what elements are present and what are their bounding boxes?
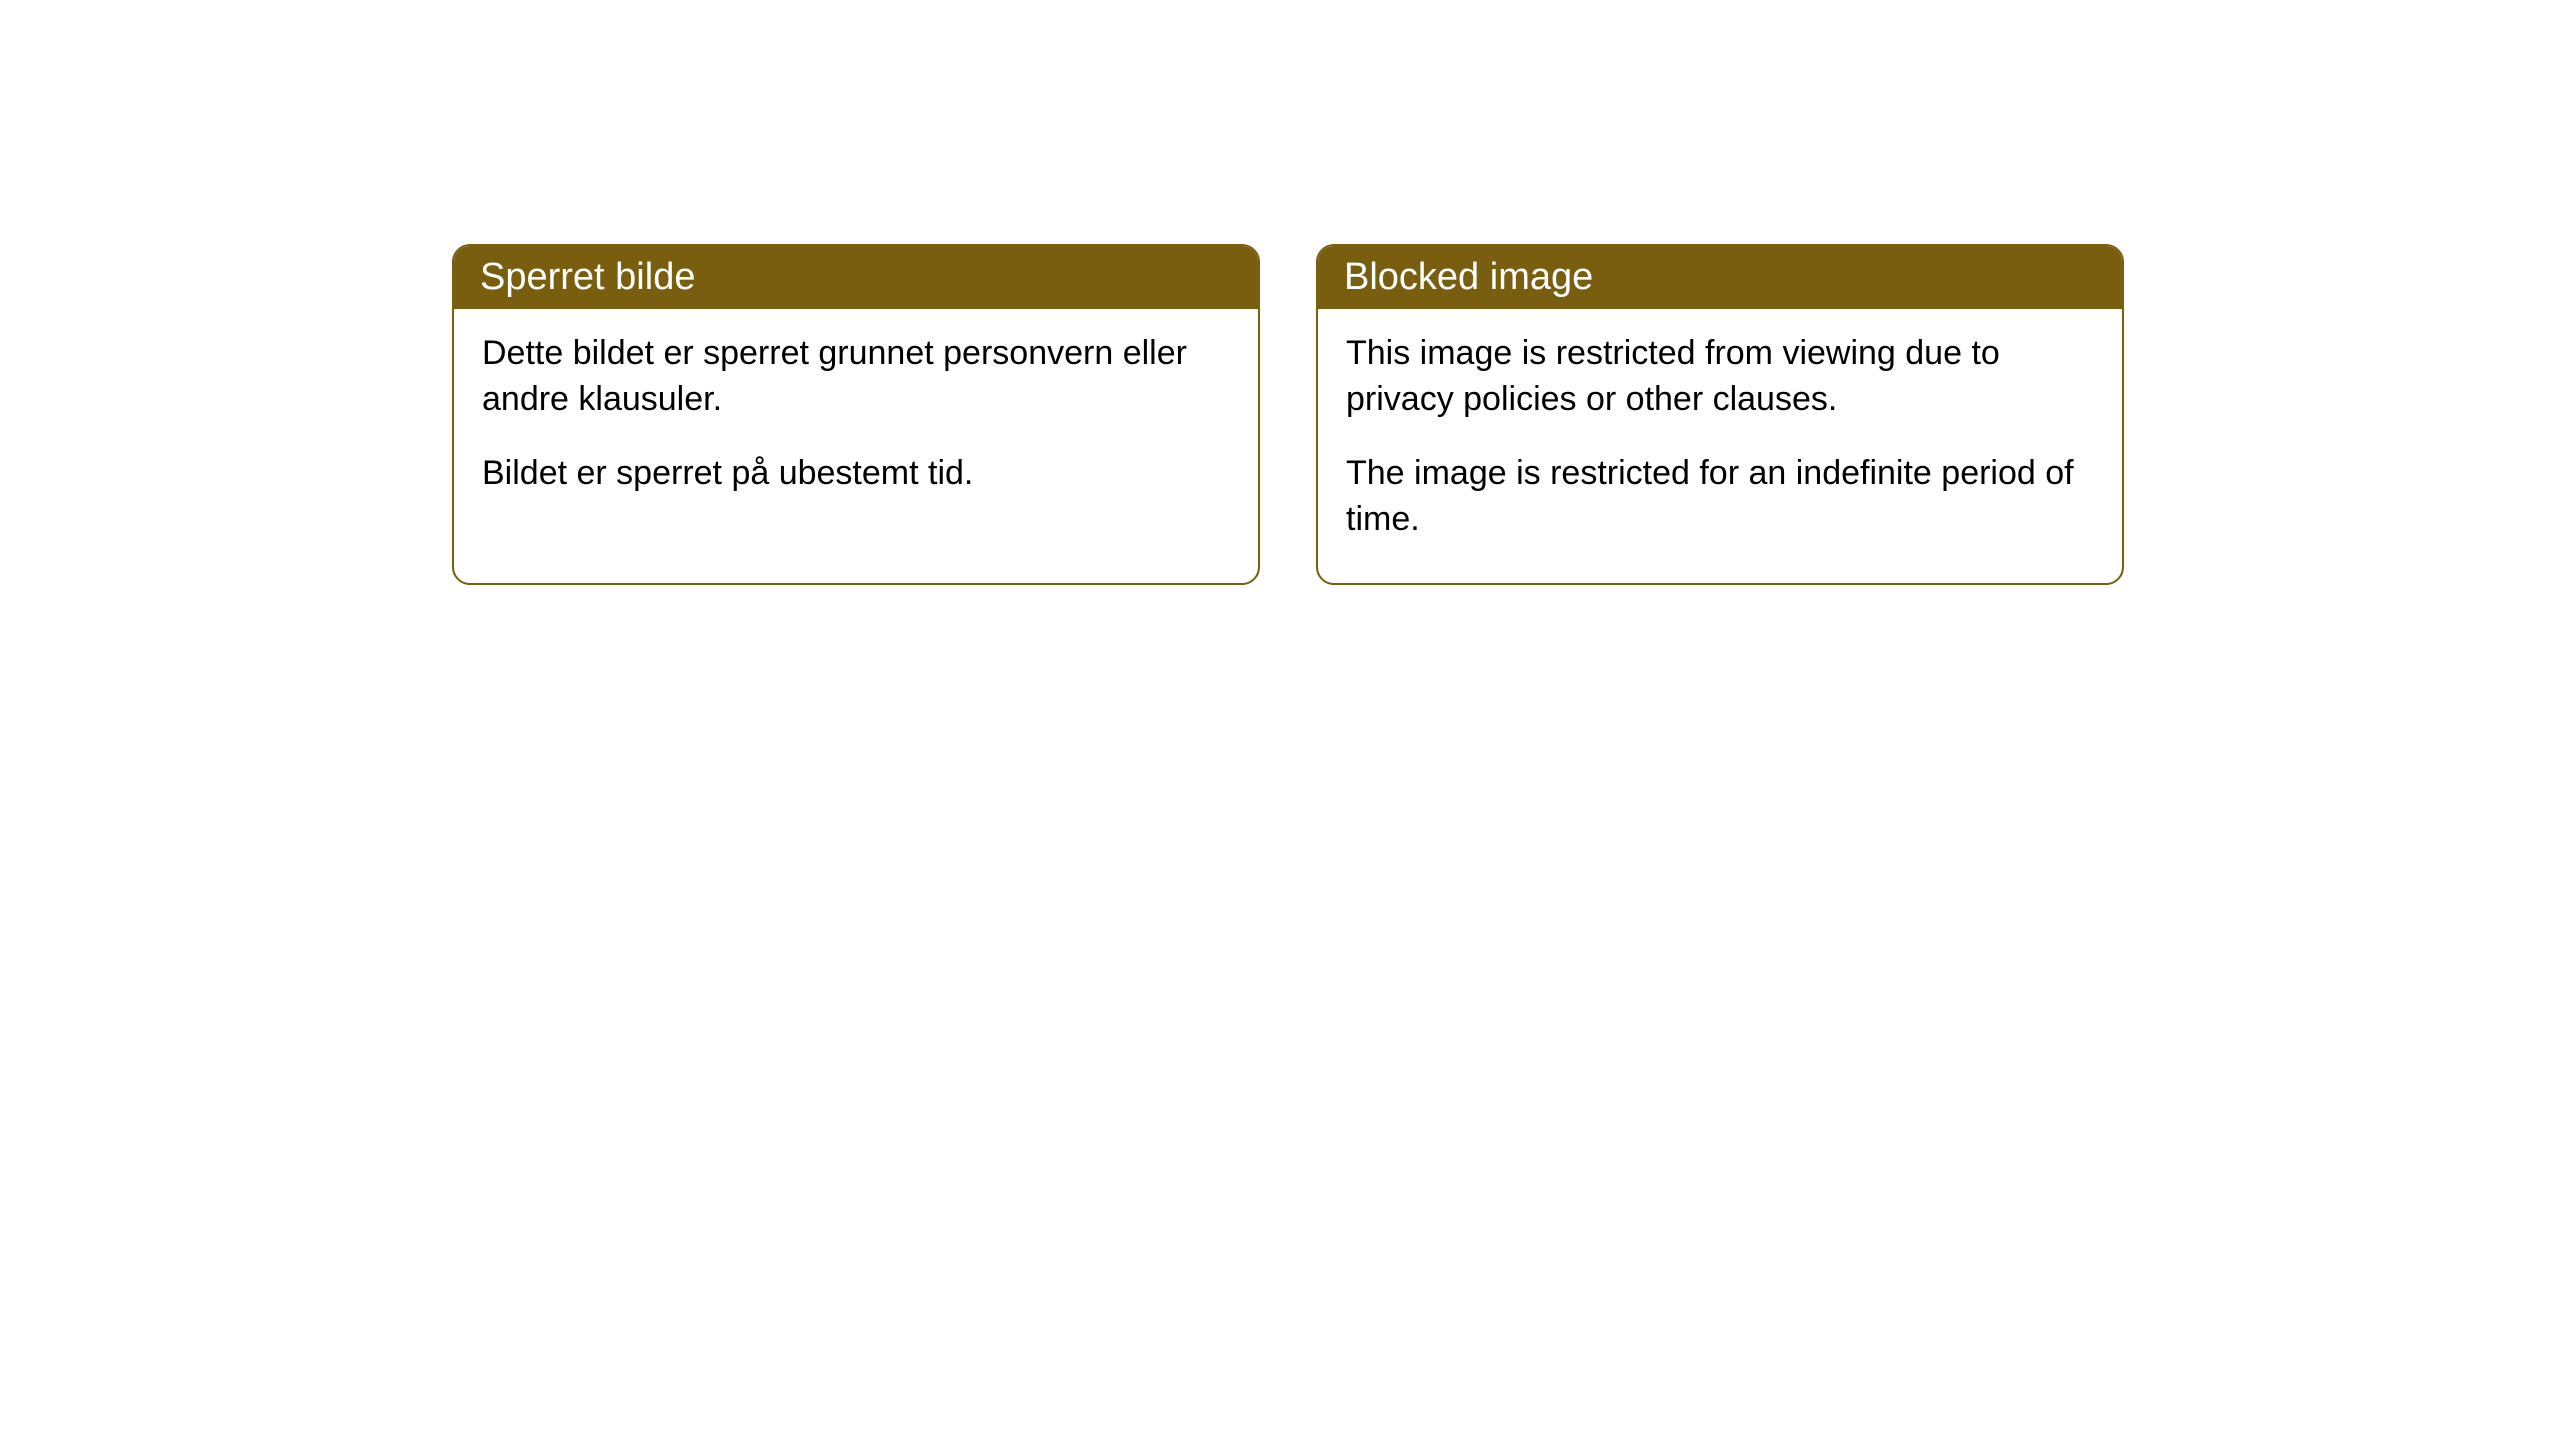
notice-cards-container: Sperret bilde Dette bildet er sperret gr… bbox=[452, 244, 2124, 585]
card-body: This image is restricted from viewing du… bbox=[1318, 309, 2122, 583]
card-paragraph: This image is restricted from viewing du… bbox=[1346, 331, 2094, 423]
card-title-text: Sperret bilde bbox=[480, 256, 695, 298]
card-title-text: Blocked image bbox=[1344, 256, 1593, 298]
card-paragraph: Dette bildet er sperret grunnet personve… bbox=[482, 331, 1230, 423]
notice-card-norwegian: Sperret bilde Dette bildet er sperret gr… bbox=[452, 244, 1260, 585]
card-body: Dette bildet er sperret grunnet personve… bbox=[454, 309, 1258, 537]
card-header: Blocked image bbox=[1318, 246, 2122, 309]
card-header: Sperret bilde bbox=[454, 246, 1258, 309]
card-paragraph: Bildet er sperret på ubestemt tid. bbox=[482, 451, 1230, 497]
card-paragraph: The image is restricted for an indefinit… bbox=[1346, 451, 2094, 543]
notice-card-english: Blocked image This image is restricted f… bbox=[1316, 244, 2124, 585]
